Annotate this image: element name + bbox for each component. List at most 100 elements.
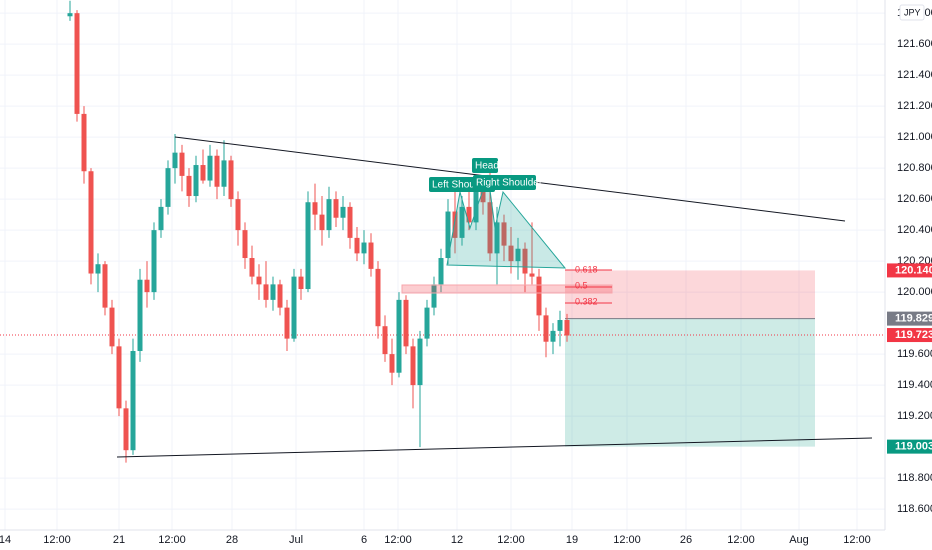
candle-body xyxy=(522,248,528,274)
candle-body xyxy=(221,160,227,187)
x-tick-label: 12:00 xyxy=(43,534,71,546)
candle-body xyxy=(305,202,311,290)
candle-body xyxy=(473,186,479,223)
candle-body xyxy=(214,155,220,187)
candle-body xyxy=(375,268,381,327)
candle-body xyxy=(116,346,122,409)
y-tick-label: 118.600 xyxy=(897,503,932,515)
drawings xyxy=(0,270,885,447)
candle-body xyxy=(284,307,290,339)
candle-body xyxy=(193,165,199,197)
candle-body xyxy=(179,152,185,176)
x-tick-label: 14 xyxy=(0,534,11,546)
candle-body xyxy=(172,152,178,169)
y-tick-label: 121.200 xyxy=(897,100,932,112)
candle-body xyxy=(445,211,451,259)
candle-body xyxy=(361,242,367,254)
head-shoulders-pattern xyxy=(446,174,567,269)
pattern-label-box xyxy=(473,175,536,190)
candle-body xyxy=(564,320,570,336)
candle-body xyxy=(529,273,535,277)
candle-body xyxy=(494,222,500,254)
candle-body xyxy=(368,242,374,269)
candle-body xyxy=(270,284,276,300)
target-zone xyxy=(565,318,815,447)
candle-body xyxy=(501,222,507,246)
candle-body xyxy=(326,199,332,231)
candle-body xyxy=(200,165,206,181)
y-tick-label: 119.400 xyxy=(897,379,932,391)
candle-body xyxy=(557,320,563,331)
candle-body xyxy=(228,160,234,200)
x-tick-label: 28 xyxy=(226,534,238,546)
candle-body xyxy=(95,264,101,274)
price-label: 119.723 xyxy=(895,329,932,341)
x-tick-label: 21 xyxy=(113,534,125,546)
x-tick-label: 12:00 xyxy=(158,534,186,546)
candle-body xyxy=(67,13,73,17)
x-tick-label: 12:00 xyxy=(613,534,641,546)
y-tick-label: 120.000 xyxy=(897,286,932,298)
x-tick-label: 12 xyxy=(451,534,463,546)
pattern-label: Head xyxy=(475,161,499,172)
candle-body xyxy=(207,155,213,181)
candle-body xyxy=(396,299,402,373)
candle-body xyxy=(249,258,255,277)
pattern-label: Left Shoulder xyxy=(432,180,492,191)
candle-body xyxy=(137,279,143,352)
candle-body xyxy=(515,248,521,262)
candle-body xyxy=(123,408,129,451)
candle-body xyxy=(333,199,339,218)
y-tick-label: 119.200 xyxy=(897,410,932,422)
price-label-box xyxy=(887,311,932,326)
x-tick-label: Jul xyxy=(289,534,303,546)
candle-body xyxy=(242,230,248,259)
candle-body xyxy=(543,315,549,342)
time-axis xyxy=(0,530,932,550)
candle-body xyxy=(151,230,157,293)
fib-label: 0.5 xyxy=(575,280,588,290)
x-tick-label: Aug xyxy=(789,534,809,546)
pattern-label: Right Shoulder xyxy=(476,178,543,189)
candle-body xyxy=(459,206,465,238)
price-label-box xyxy=(887,263,932,278)
x-tick-label: 12:00 xyxy=(497,534,525,546)
candle-body xyxy=(536,276,542,316)
x-tick-label: 19 xyxy=(566,534,578,546)
candle-body xyxy=(424,307,430,339)
candle-body xyxy=(74,13,80,114)
candle-body xyxy=(186,175,192,197)
pattern-label-box xyxy=(472,158,498,173)
grid xyxy=(0,0,885,530)
candle-body xyxy=(340,206,346,218)
candle-body xyxy=(235,199,241,231)
candle-body xyxy=(452,211,458,238)
price-label: 119.829 xyxy=(895,313,932,325)
candle-body xyxy=(298,276,304,290)
candle-body xyxy=(480,186,486,203)
y-tick-label: 120.600 xyxy=(897,193,932,205)
candle-body xyxy=(88,171,94,274)
annotations: 0.618 0.5 0.382 Left Shoulder Head Right… xyxy=(116,136,873,458)
y-tick-label: 120.400 xyxy=(897,224,932,236)
candle-body xyxy=(347,206,353,238)
candles xyxy=(67,0,570,463)
fib-zone xyxy=(401,284,613,294)
candle-body xyxy=(354,237,360,254)
candle-body xyxy=(102,264,108,308)
price-label: 120.140 xyxy=(895,264,932,276)
candle-body xyxy=(263,284,269,300)
candle-body xyxy=(550,330,556,342)
candle-body xyxy=(144,279,150,293)
candle-body xyxy=(403,299,409,347)
candle-body xyxy=(438,258,444,285)
y-tick-label: 121.600 xyxy=(897,38,932,50)
candle-body xyxy=(410,346,416,386)
y-tick-label: 121.000 xyxy=(897,131,932,143)
candle-body xyxy=(382,326,388,355)
fib-label: 0.382 xyxy=(575,296,598,306)
axis-labels: 118.600 118.800 119.200 119.400 119.600 120.0… xyxy=(0,7,932,546)
currency-badge[interactable] xyxy=(899,4,925,21)
y-tick-label: 119.600 xyxy=(897,348,932,360)
